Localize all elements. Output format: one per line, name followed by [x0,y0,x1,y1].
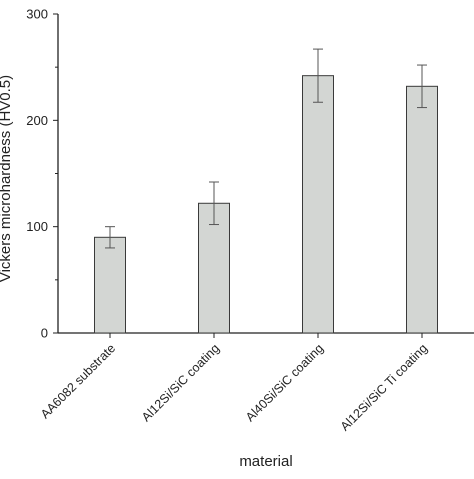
error-bar-1 [105,226,115,249]
x-tick-label: Al12Si/SiC coating [139,341,222,424]
y-tick-label: 0 [41,326,48,341]
y-tick-label: 100 [26,219,48,234]
bars [94,75,438,334]
bar-1 [94,236,126,334]
x-tick-label: Al40Si/SiC coating [243,341,326,424]
bar-4 [406,85,438,334]
error-bar-3 [313,48,323,103]
y-tick-label: 300 [26,7,48,22]
y-tick-label: 200 [26,113,48,128]
x-tick-label: Al12Si/SiC Ti coating [338,341,430,433]
x-tick-label: AA6082 substrate [38,341,118,421]
error-bar-4 [417,64,427,109]
x-axis-title: material [239,453,292,470]
x-ticks: AA6082 substrate Al12Si/SiC coating Al40Si… [38,333,430,434]
error-bar-2 [209,181,219,226]
error-bars [105,48,427,249]
y-axis-title: Vickers microhardness (HV0.5) [0,75,14,282]
y-ticks: 0 100 200 300 [26,7,58,341]
bar-3 [302,75,334,334]
